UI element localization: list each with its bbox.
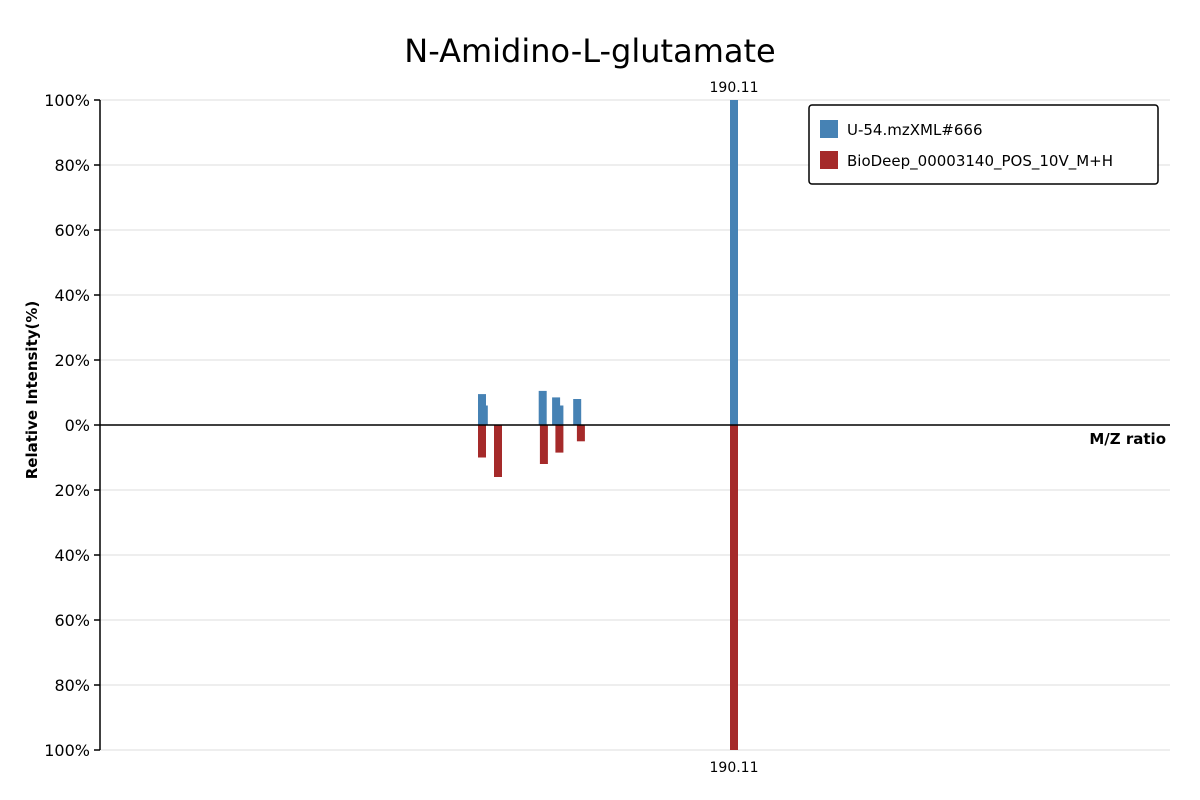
- chart-title: N-Amidino-L-glutamate: [404, 32, 775, 70]
- y-tick-label: 40%: [54, 546, 90, 565]
- y-tick-labels: 100% 80% 60% 40% 20% 0% 20% 40% 60% 80% 100%: [44, 91, 100, 760]
- reference-peak-bar: [576, 425, 585, 442]
- legend-label-reference: BioDeep_00003140_POS_10V_M+H: [847, 152, 1113, 171]
- legend-box: [808, 104, 1159, 185]
- y-tick-label: 40%: [54, 286, 90, 305]
- spectrum-peaks: [478, 100, 738, 750]
- y-tick-label: 100%: [44, 741, 90, 760]
- y-tick-label: 20%: [54, 351, 90, 370]
- query-peak-bar: [538, 390, 547, 425]
- legend: U-54.mzXML#666 BioDeep_00003140_POS_10V_…: [808, 104, 1159, 185]
- query-peak-bar: [479, 405, 488, 425]
- legend-swatch-reference: [820, 151, 838, 169]
- x-axis-label: M/Z ratio: [1089, 430, 1166, 448]
- query-peak-bar: [730, 100, 738, 425]
- y-tick-label: 80%: [54, 676, 90, 695]
- y-tick-label: 20%: [54, 481, 90, 500]
- legend-label-query: U-54.mzXML#666: [847, 121, 983, 139]
- y-tick-label: 60%: [54, 221, 90, 240]
- top-peak-label: 190.11: [710, 80, 759, 96]
- reference-peak-bar: [539, 425, 548, 464]
- y-tick-label: 60%: [54, 611, 90, 630]
- y-axis-label: Relative Intensity(%): [23, 301, 41, 480]
- y-tick-label: 0%: [65, 416, 90, 435]
- query-peak-bar: [555, 405, 564, 425]
- reference-peak-bar: [730, 425, 738, 750]
- bottom-peak-label: 190.11: [710, 760, 759, 776]
- reference-peak-bar: [478, 425, 486, 458]
- query-peak-bar: [573, 399, 582, 425]
- reference-peak-bar: [555, 425, 564, 453]
- reference-peak-bar: [494, 425, 502, 477]
- legend-swatch-query: [820, 120, 838, 138]
- y-tick-label: 100%: [44, 91, 90, 110]
- y-tick-label: 80%: [54, 156, 90, 175]
